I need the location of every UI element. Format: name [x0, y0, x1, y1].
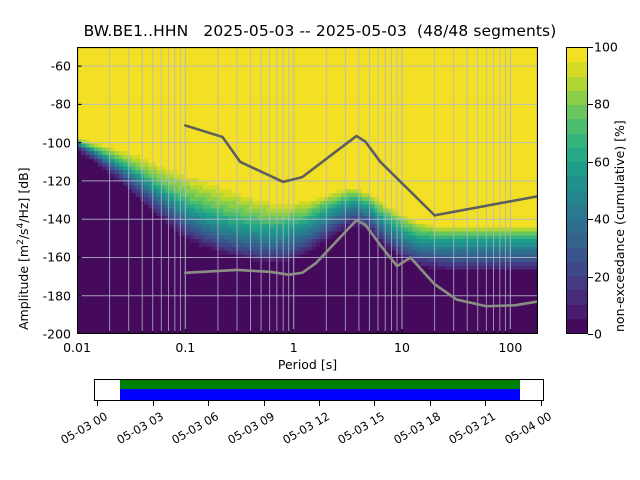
colorbar: [566, 47, 588, 334]
x-tick-label: 10: [394, 340, 410, 355]
colorbar-swatch: [567, 90, 587, 105]
x-tick-label: 0.01: [63, 340, 91, 355]
y-axis-label: Amplitude [m2/s4/Hz] [dB]: [16, 167, 32, 330]
x-tick-label: 1: [289, 340, 298, 355]
colorbar-swatch: [567, 261, 587, 276]
noise-model-nhnm: [184, 124, 538, 217]
figure-title: BW.BE1..HHN 2025-05-03 -- 2025-05-03 (48…: [83, 22, 557, 40]
noise-model-nlnm: [184, 218, 538, 308]
colorbar-label: non-exceedance (cumulative) [%]: [612, 120, 627, 332]
x-axis-label: Period [s]: [277, 357, 338, 372]
timeline-psd-segment: [119, 389, 521, 400]
ppsd-plot-area[interactable]: [77, 47, 538, 334]
y-tick-label: -120: [42, 173, 71, 189]
colorbar-swatch: [567, 233, 587, 248]
timeline-tick-mark: [208, 401, 210, 406]
colorbar-tick-mark: [588, 161, 593, 163]
colorbar-tick-mark: [588, 47, 593, 48]
colorbar-swatch: [567, 48, 587, 63]
y-tick-label: -200: [42, 326, 71, 342]
colorbar-swatch: [567, 162, 587, 177]
timeline-tick-mark: [97, 401, 99, 406]
colorbar-swatch: [567, 219, 587, 234]
colorbar-tick-label: 40: [594, 211, 610, 227]
y-tick-label: -180: [42, 288, 71, 304]
colorbar-swatch: [567, 119, 587, 134]
colorbar-swatch: [567, 290, 587, 305]
timeline-tick-label: 05-03 00: [58, 409, 111, 447]
ppsd-canvas: [77, 47, 538, 334]
x-tick-label: 0.1: [175, 340, 196, 355]
timeline-tick-mark: [540, 401, 542, 406]
y-tick-label: -80: [50, 96, 71, 112]
grid: [77, 47, 538, 334]
colorbar-tick-mark: [588, 276, 593, 278]
colorbar-swatch: [567, 190, 587, 205]
colorbar-swatch: [567, 147, 587, 162]
timeline-tick-mark: [263, 401, 265, 406]
colorbar-tick-label: 60: [594, 154, 610, 170]
timeline-data-segment: [119, 380, 521, 389]
colorbar-tick-label: 100: [594, 39, 618, 55]
timeline-tick-label: 05-03 21: [446, 409, 499, 447]
colorbar-swatch: [567, 176, 587, 191]
y-tick-label: -100: [42, 135, 71, 151]
timeline-tick-mark: [429, 401, 431, 406]
y-tick-label: -60: [50, 58, 71, 74]
colorbar-swatch: [567, 105, 587, 120]
timeline-tick-mark: [319, 401, 320, 406]
timeline-tick-mark: [374, 401, 376, 406]
colorbar-swatch: [567, 276, 587, 291]
y-tick-label: -140: [42, 211, 71, 227]
x-tick-label: 100: [498, 340, 523, 355]
colorbar-swatch: [567, 76, 587, 91]
colorbar-tick-mark: [588, 334, 593, 335]
coverage-timeline[interactable]: [94, 379, 544, 401]
colorbar-swatch: [567, 318, 587, 333]
colorbar-tick-mark: [588, 219, 593, 221]
colorbar-swatch: [567, 62, 587, 77]
timeline-tick-label: 05-03 03: [113, 409, 166, 447]
colorbar-tick-mark: [588, 104, 593, 106]
timeline-tick-mark: [152, 401, 154, 406]
timeline-tick-mark: [485, 401, 487, 406]
colorbar-tick-label: 0: [594, 326, 602, 342]
timeline-tick-label: 05-04 00: [501, 409, 554, 447]
colorbar-swatch: [567, 204, 587, 219]
y-tick-label: -160: [42, 249, 71, 265]
colorbar-tick-label: 80: [594, 96, 610, 112]
colorbar-tick-label: 20: [594, 269, 610, 285]
timeline-tick-label: 05-03 18: [391, 409, 443, 447]
colorbar-swatch: [567, 304, 587, 319]
timeline-tick-label: 05-03 09: [224, 409, 277, 447]
colorbar-swatch: [567, 247, 587, 262]
timeline-tick-label: 05-03 15: [335, 409, 388, 447]
timeline-tick-label: 05-03 12: [280, 409, 332, 447]
timeline-tick-label: 05-03 06: [169, 409, 222, 447]
colorbar-swatch: [567, 133, 587, 148]
